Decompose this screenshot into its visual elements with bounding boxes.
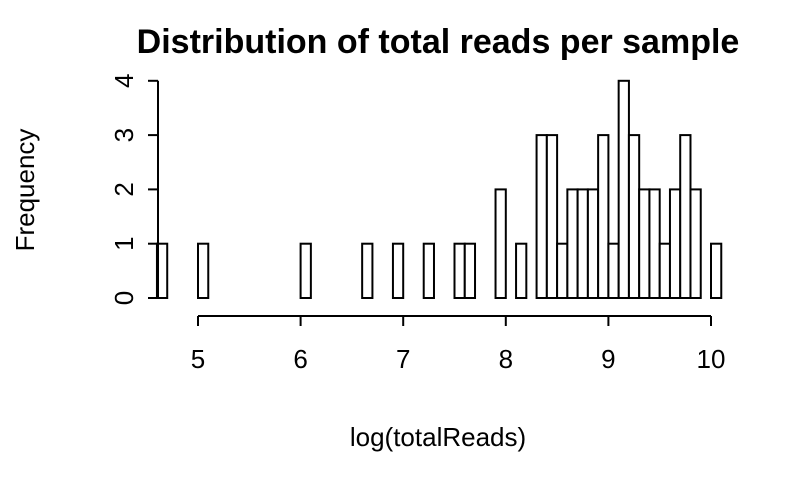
y-tick-label: 4 xyxy=(109,74,139,88)
histogram-bar xyxy=(710,242,723,299)
histogram-bar xyxy=(689,188,702,299)
y-axis: 0 1 2 3 4 xyxy=(109,74,159,305)
histogram-bar xyxy=(535,134,548,299)
histogram-bar xyxy=(627,134,641,299)
x-axis: 5 6 7 8 9 10 xyxy=(191,315,726,374)
x-axis-label: log(totalReads) xyxy=(350,422,526,452)
histogram-bar xyxy=(668,188,682,299)
histogram-bar xyxy=(463,242,477,299)
histogram-bar xyxy=(556,242,569,299)
histogram-bar xyxy=(155,242,169,299)
y-axis-label: Frequency xyxy=(10,129,40,252)
histogram-bar xyxy=(515,242,528,299)
x-tick-label: 9 xyxy=(601,344,615,374)
histogram-bar xyxy=(586,188,600,299)
y-tick-label: 0 xyxy=(109,291,139,305)
histogram-bar xyxy=(679,134,692,299)
x-tick-label: 10 xyxy=(697,344,726,374)
chart-title: Distribution of total reads per sample xyxy=(137,23,740,61)
histogram-bar xyxy=(545,134,559,299)
y-tick-label: 3 xyxy=(109,128,139,142)
histogram-bar xyxy=(566,188,579,299)
histogram-bars xyxy=(155,79,723,299)
histogram-bar xyxy=(576,188,589,299)
x-tick-label: 5 xyxy=(191,344,205,374)
histogram-bar xyxy=(197,242,210,299)
histogram-bar xyxy=(607,242,620,299)
histogram-bar xyxy=(638,188,651,299)
histogram-bar xyxy=(299,242,312,299)
histogram-bar xyxy=(391,242,405,299)
y-tick-label: 2 xyxy=(109,182,139,196)
x-tick-label: 8 xyxy=(499,344,513,374)
histogram-bar xyxy=(597,134,610,299)
histogram-bar xyxy=(361,242,374,299)
histogram-bar xyxy=(617,79,630,299)
histogram-bar xyxy=(648,188,661,299)
histogram-bar xyxy=(658,242,671,299)
histogram-bar xyxy=(422,242,435,299)
x-tick-label: 7 xyxy=(396,344,410,374)
histogram-bar xyxy=(494,188,507,299)
x-tick-label: 6 xyxy=(293,344,307,374)
y-tick-label: 1 xyxy=(109,236,139,250)
histogram-bar xyxy=(453,242,466,299)
